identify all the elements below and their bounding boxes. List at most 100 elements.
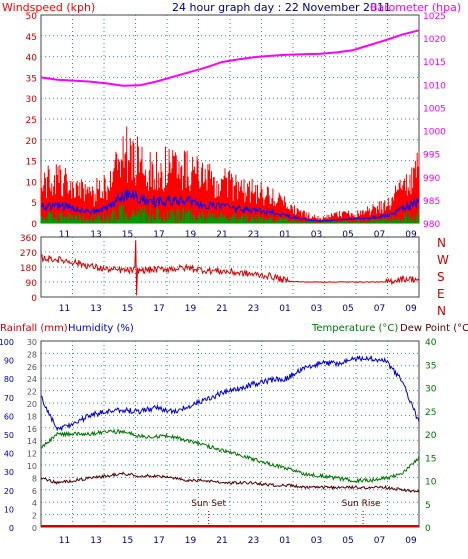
barometer-axis-tick-label: 1020: [423, 35, 446, 45]
compass-label: N: [437, 236, 446, 250]
time-tick-label: 05: [342, 230, 353, 240]
time-tick-label: 03: [311, 230, 322, 240]
rainfall-axis-tick-label: 12: [27, 450, 37, 459]
time-tick-label: 23: [248, 536, 259, 546]
time-tick-label: 01: [279, 230, 290, 240]
temperature-axis-label: Temperature (°C): [311, 323, 398, 334]
temperature-humidity-panel: Sun Set Sun Rise0102030405060708090100024…: [0, 338, 437, 546]
temperature-axis-tick-label: 40: [425, 338, 437, 348]
temperature-series: [40, 428, 420, 484]
sunrise-label: Sun Rise: [342, 499, 381, 509]
barometer-axis-tick-label: 980: [423, 220, 440, 230]
time-tick-label: 13: [90, 304, 101, 314]
direction-axis-tick-label: 90: [26, 279, 38, 289]
wind-barometer-panel: 0510152025303540455098098599099510001005…: [26, 12, 447, 240]
time-tick-label: 11: [59, 536, 70, 546]
rainfall-axis-tick-label: 8: [32, 474, 37, 483]
chart-title: 24 hour graph day : 22 November 2011: [172, 1, 391, 14]
barometer-axis-tick-label: 1015: [423, 58, 446, 68]
temperature-axis-tick-label: 20: [425, 431, 437, 441]
time-tick-label: 19: [185, 536, 197, 546]
time-tick-label: 21: [216, 230, 227, 240]
temperature-axis-tick-label: 35: [425, 361, 436, 371]
time-tick-label: 21: [216, 536, 227, 546]
barometer-axis-tick-label: 1000: [423, 128, 446, 138]
time-tick-label: 07: [374, 230, 385, 240]
rainfall-axis-tick-label: 4: [32, 499, 37, 508]
compass-label: E: [437, 287, 445, 301]
time-tick-label: 05: [342, 536, 353, 546]
temperature-axis-tick-label: 25: [425, 408, 436, 418]
rainfall-axis-tick-label: 0: [32, 524, 37, 533]
barometer-axis-tick-label: 1025: [423, 12, 446, 22]
wind-axis-tick-label: 5: [31, 199, 37, 209]
time-tick-label: 01: [279, 304, 290, 314]
dewpoint-axis-label: Dew Point (°C): [400, 323, 468, 334]
time-tick-label: 07: [374, 304, 385, 314]
rainfall-axis-tick-label: 16: [27, 425, 37, 434]
time-tick-label: 01: [279, 536, 290, 546]
rainfall-axis-tick-label: 20: [27, 400, 37, 409]
humidity-axis-tick-label: 20: [4, 487, 14, 496]
humidity-axis-label: Humidity (%): [68, 323, 134, 334]
time-tick-label: 13: [90, 536, 101, 546]
barometer-axis-tick-label: 995: [423, 151, 440, 161]
humidity-series: [40, 354, 420, 432]
direction-axis-tick-label: 0: [31, 294, 37, 304]
temperature-axis-tick-label: 15: [425, 454, 436, 464]
plot-frame: [40, 236, 420, 298]
windspeed-axis-label: Windspeed (kph): [2, 1, 95, 14]
wind-axis-tick-label: 10: [26, 178, 38, 188]
time-tick-label: 09: [405, 304, 417, 314]
direction-axis-tick-label: 180: [20, 264, 37, 274]
barometer-axis-tick-label: 1005: [423, 104, 446, 114]
compass-label: S: [437, 270, 445, 284]
time-tick-label: 17: [153, 230, 164, 240]
temperature-axis-tick-label: 30: [425, 385, 437, 395]
time-tick-label: 03: [311, 536, 322, 546]
time-tick-label: 03: [311, 304, 322, 314]
time-tick-label: 15: [122, 536, 133, 546]
time-tick-label: 17: [153, 536, 164, 546]
rainfall-axis-tick-label: 2: [32, 512, 37, 521]
wind-axis-tick-label: 35: [26, 74, 37, 84]
temperature-axis-tick-label: 0: [425, 524, 431, 534]
wind-gust-series: [40, 126, 420, 223]
wind-direction-series: [40, 240, 420, 296]
barometer-axis-label: Barometer (hpa): [370, 1, 461, 14]
humidity-axis-tick-label: 0: [9, 524, 14, 533]
time-tick-label: 19: [185, 230, 197, 240]
time-tick-label: 05: [342, 304, 353, 314]
time-tick-label: 11: [59, 230, 70, 240]
rainfall-axis-tick-label: 10: [27, 462, 37, 471]
time-tick-label: 23: [248, 230, 259, 240]
humidity-axis-tick-label: 40: [4, 450, 14, 459]
barometer-axis-tick-label: 1010: [423, 81, 446, 91]
humidity-axis-tick-label: 70: [4, 394, 14, 403]
compass-label: W: [437, 253, 449, 267]
rainfall-axis-tick-label: 14: [27, 437, 37, 446]
time-tick-label: 13: [90, 230, 101, 240]
barometer-axis-tick-label: 985: [423, 197, 440, 207]
rainfall-axis-tick-label: 18: [27, 412, 37, 421]
rainfall-axis-label: Rainfall (mm): [0, 323, 68, 334]
rainfall-axis-tick-label: 6: [32, 487, 37, 496]
wind-axis-tick-label: 25: [26, 116, 37, 126]
sunset-label: Sun Set: [191, 499, 226, 509]
humidity-axis-tick-label: 90: [4, 357, 14, 366]
time-tick-label: 09: [405, 536, 417, 546]
time-tick-label: 17: [153, 304, 164, 314]
barometer-axis-tick-label: 990: [423, 174, 440, 184]
humidity-axis-tick-label: 50: [4, 431, 14, 440]
time-tick-label: 19: [185, 304, 197, 314]
dewpoint-series: [40, 471, 420, 494]
time-tick-label: 11: [59, 304, 70, 314]
wind-axis-tick-label: 50: [26, 12, 38, 22]
wind-axis-tick-label: 20: [26, 137, 38, 147]
wind-axis-tick-label: 30: [26, 95, 38, 105]
wind-axis-tick-label: 45: [26, 33, 37, 43]
wind-axis-tick-label: 40: [26, 54, 38, 64]
